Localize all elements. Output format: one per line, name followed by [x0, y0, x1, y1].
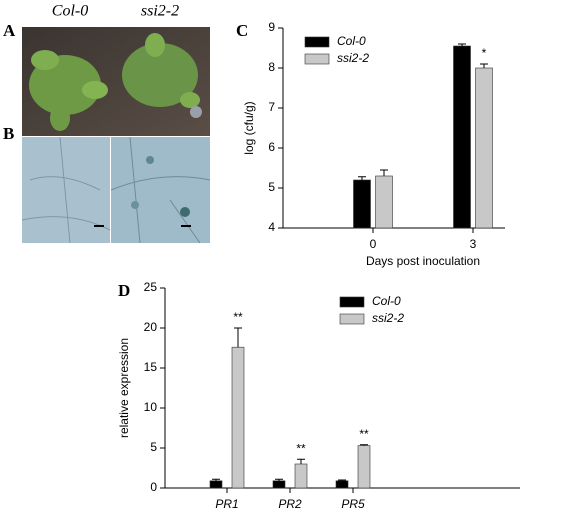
- error-bar: [212, 478, 220, 481]
- panel-label: D: [118, 281, 130, 300]
- legend-label: Col-0: [337, 34, 366, 48]
- x-tick-label: PR5: [341, 497, 365, 511]
- y-tick-label: 5: [268, 180, 275, 194]
- error-bar: [275, 478, 283, 481]
- legend-swatch: [339, 313, 365, 325]
- y-tick-label: 4: [268, 220, 275, 234]
- significance: *: [482, 46, 487, 60]
- panel-label: C: [236, 21, 248, 40]
- y-tick-label: 6: [268, 140, 275, 154]
- error-bar: [458, 43, 466, 46]
- y-tick-label: 7: [268, 100, 275, 114]
- panel-label: B: [3, 124, 14, 143]
- error-bar: [234, 327, 242, 348]
- error-bar: [480, 63, 488, 68]
- bar: [294, 463, 308, 489]
- y-tick-label: 0: [150, 480, 157, 494]
- y-axis-label: relative expression: [117, 338, 131, 438]
- significance: **: [296, 441, 306, 455]
- bar: [231, 346, 245, 489]
- bar: [272, 480, 286, 489]
- bar: [357, 445, 371, 489]
- significance: **: [359, 427, 369, 441]
- legend-label: ssi2-2: [372, 311, 404, 325]
- x-tick-label: 0: [370, 237, 377, 251]
- error-bar: [338, 479, 346, 481]
- legend-swatch: [339, 296, 365, 308]
- error-bar: [380, 169, 388, 176]
- photo-a: [22, 27, 210, 136]
- legend-label: Col-0: [372, 294, 401, 308]
- y-tick-label: 20: [144, 320, 158, 334]
- y-tick-label: 9: [268, 20, 275, 34]
- x-tick-label: PR2: [278, 497, 302, 511]
- y-tick-label: 5: [150, 440, 157, 454]
- error-bar: [360, 444, 368, 446]
- x-axis-label: Days post inoculation: [366, 254, 480, 268]
- bar: [475, 67, 493, 229]
- legend-swatch: [304, 53, 330, 65]
- x-tick-label: PR1: [215, 497, 238, 511]
- y-tick-label: 10: [144, 400, 158, 414]
- photo-b: [21, 136, 211, 244]
- photo-label: Col-0: [52, 3, 88, 20]
- panel-label: A: [3, 21, 16, 40]
- y-tick-label: 8: [268, 60, 275, 74]
- significance: **: [233, 310, 243, 324]
- bar: [335, 480, 349, 489]
- photo-label: ssi2-2: [141, 3, 179, 20]
- legend-swatch: [304, 36, 330, 48]
- error-bar: [297, 458, 305, 464]
- bar: [375, 175, 393, 229]
- y-tick-label: 15: [144, 360, 158, 374]
- y-axis-label: log (cfu/g): [242, 101, 256, 154]
- y-tick-label: 25: [144, 280, 158, 294]
- bar: [353, 179, 371, 229]
- error-bar: [358, 176, 366, 180]
- legend-label: ssi2-2: [337, 51, 369, 65]
- x-tick-label: 3: [470, 237, 477, 251]
- bar: [453, 45, 471, 229]
- bar: [209, 480, 223, 489]
